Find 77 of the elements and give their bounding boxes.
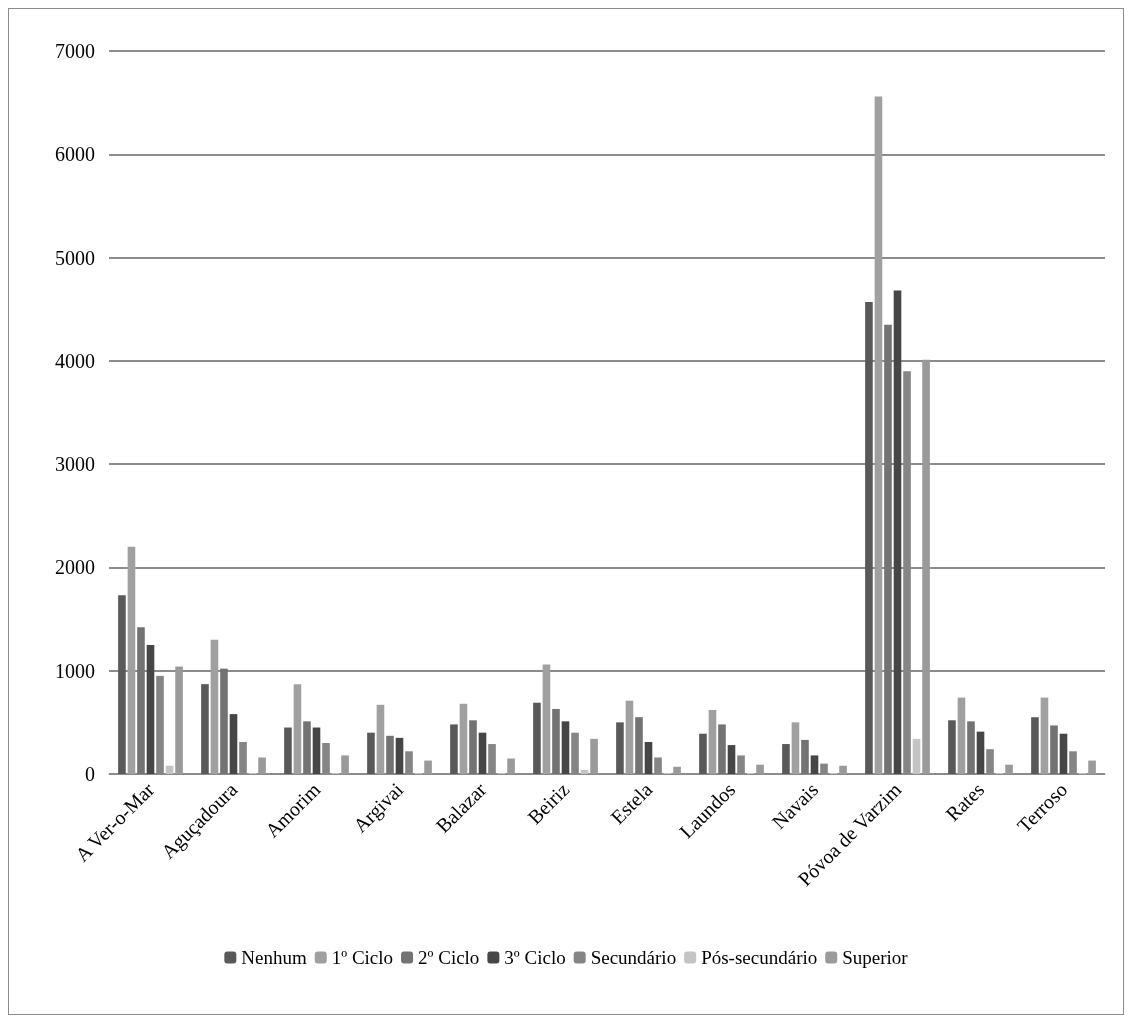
bar [1031, 717, 1039, 774]
bar [699, 733, 707, 774]
bar [976, 731, 985, 774]
bar [146, 644, 155, 774]
legend-label: 2º Ciclo [418, 947, 480, 968]
bar [533, 702, 541, 774]
bar [922, 359, 930, 774]
bar [293, 684, 302, 774]
bar [258, 757, 266, 774]
bar [507, 758, 515, 774]
bar [469, 720, 477, 774]
bar [127, 546, 136, 774]
bar [865, 301, 873, 774]
bar [673, 766, 681, 774]
bar [210, 639, 219, 774]
bar [912, 738, 921, 774]
legend-label: Nenhum [241, 947, 307, 968]
bar [478, 732, 487, 774]
legend-label: Secundário [590, 947, 677, 968]
bar [137, 627, 145, 774]
bar [635, 717, 643, 774]
bar [810, 755, 819, 774]
bar [1050, 725, 1058, 774]
bar [957, 697, 966, 774]
bar [386, 735, 394, 774]
bar [590, 738, 598, 774]
y-tick-label: 5000 [55, 246, 95, 269]
y-tick-label: 4000 [55, 349, 95, 372]
bar [459, 703, 468, 774]
bar [542, 664, 551, 774]
bar [644, 741, 653, 774]
bar [625, 700, 634, 774]
bar [395, 737, 404, 774]
bar [756, 764, 764, 774]
bar [718, 724, 726, 774]
bar [220, 668, 228, 774]
bar [303, 721, 311, 774]
bar [948, 720, 956, 774]
legend-label: Superior [842, 947, 909, 968]
bar [312, 727, 321, 774]
y-tick-label: 3000 [55, 453, 95, 476]
bar [791, 722, 800, 774]
bar [367, 732, 375, 774]
bar [801, 739, 809, 774]
bar [1088, 760, 1096, 774]
bar [782, 744, 790, 774]
legend-label: Pós-secundário [701, 947, 818, 968]
bar [874, 96, 883, 774]
bar [1005, 764, 1013, 774]
legend-label: 3º Ciclo [504, 947, 566, 968]
bar [424, 760, 432, 774]
y-tick-label: 2000 [55, 556, 95, 579]
bar [552, 708, 560, 774]
bar [201, 684, 209, 774]
y-tick-label: 0 [85, 763, 95, 785]
bar [580, 769, 589, 774]
bar [884, 324, 892, 774]
bar [229, 714, 238, 774]
bar [376, 704, 385, 774]
bar [118, 595, 126, 774]
bar [1059, 733, 1068, 774]
bar [175, 666, 183, 774]
bar [450, 724, 458, 774]
bar [616, 722, 624, 774]
bar [839, 765, 847, 774]
bar [967, 721, 975, 774]
legend-label: 1º Ciclo [331, 947, 394, 968]
bar [893, 290, 902, 774]
y-tick-label: 7000 [55, 40, 95, 62]
bar [727, 745, 736, 774]
y-tick-label: 6000 [55, 143, 95, 166]
bar [341, 755, 349, 774]
bar [708, 709, 717, 774]
bar [561, 721, 570, 774]
bar [284, 727, 292, 774]
bar [1040, 697, 1049, 774]
y-tick-label: 1000 [55, 659, 95, 682]
